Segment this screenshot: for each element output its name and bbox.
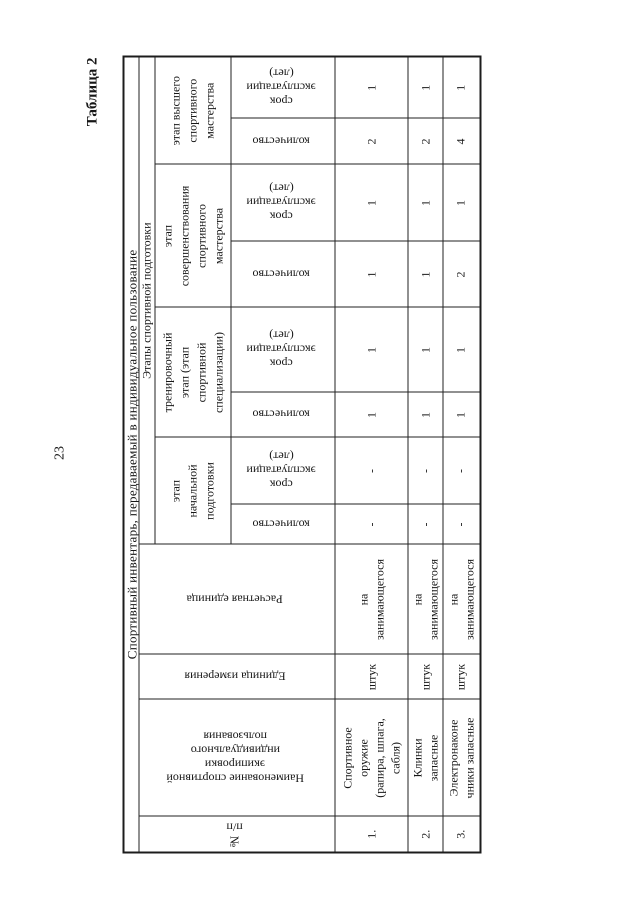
row3-measure-unit: штук: [442, 654, 480, 699]
row2-training-term: 1: [407, 307, 443, 392]
row1-equipment-name: Спортивное оружие (рапира, шпага, сабля): [334, 699, 408, 816]
header-calc-unit-label: Расчетная единица: [186, 592, 283, 606]
table-title: Спортивный инвентарь, передаваемый в инд…: [123, 55, 139, 852]
quantity-label: количество: [251, 134, 310, 148]
row1-improvement-quantity: 1: [334, 241, 408, 307]
row3-initial-term: -: [442, 437, 480, 504]
row2-improvement-quantity: 1: [407, 241, 443, 307]
row3-training-quantity: 1: [442, 392, 480, 437]
page-number: 23: [52, 445, 67, 460]
row2-measure-unit: штук: [407, 654, 443, 699]
row2-equipment-name: Клинки запасные: [407, 699, 443, 816]
row2-number: 2.: [407, 816, 443, 852]
header-training-quantity: количество: [230, 392, 335, 437]
row3-improvement-term: 1: [442, 164, 480, 241]
header-measure-unit: Единица измерения: [138, 654, 335, 699]
row1-initial-quantity: -: [334, 504, 408, 544]
row3-number: 3.: [442, 816, 480, 852]
header-equipment-name-label: Наименование спортивной экипировки индив…: [165, 729, 304, 786]
header-improvement-term: срок эксплуатации (лет): [230, 164, 335, 241]
header-highest-term: срок эксплуатации (лет): [230, 55, 335, 118]
header-row-number: № п/п: [138, 816, 335, 852]
header-measure-unit-label: Единица измерения: [183, 669, 286, 684]
row1-improvement-term: 1: [334, 164, 408, 241]
row3-highest-quantity: 4: [442, 118, 480, 164]
row3-calc-unit: на занимающегося: [442, 544, 480, 654]
row3-training-term: 1: [442, 307, 480, 392]
row1-training-quantity: 1: [334, 392, 408, 437]
header-improvement-quantity: количество: [230, 241, 335, 307]
row2-initial-quantity: -: [407, 504, 443, 544]
term-label: срок эксплуатации (лет): [245, 449, 316, 492]
header-stage-training: тренировочный этап (этап спортивной спец…: [154, 307, 231, 437]
header-stage-improvement: этап совершенствования спортивного масте…: [154, 164, 231, 307]
term-label: срок эксплуатации (лет): [245, 328, 316, 371]
row2-initial-term: -: [407, 437, 443, 504]
row1-calc-unit: на занимающегося: [334, 544, 408, 654]
row2-calc-unit: на занимающегося: [407, 544, 443, 654]
row1-number: 1.: [334, 816, 408, 852]
term-label: срок эксплуатации (лет): [245, 181, 316, 224]
term-label: срок эксплуатации (лет): [245, 66, 316, 109]
row2-highest-quantity: 2: [407, 118, 443, 164]
header-initial-term: срок эксплуатации (лет): [230, 437, 335, 504]
header-stage-initial: этап начальной подготовки: [154, 437, 231, 544]
row3-improvement-quantity: 2: [442, 241, 480, 307]
header-highest-quantity: количество: [230, 118, 335, 164]
quantity-label: количество: [251, 517, 310, 531]
header-initial-quantity: количество: [230, 504, 335, 544]
row1-highest-term: 1: [334, 55, 408, 118]
header-calc-unit: Расчетная единица: [138, 544, 335, 654]
row2-improvement-term: 1: [407, 164, 443, 241]
row1-initial-term: -: [334, 437, 408, 504]
row1-highest-quantity: 2: [334, 118, 408, 164]
row2-highest-term: 1: [407, 55, 443, 118]
row1-measure-unit: штук: [334, 654, 408, 699]
table-row: 2. Клинки запасные штук на занимающегося…: [407, 55, 443, 852]
quantity-label: количество: [251, 267, 310, 281]
header-training-term: срок эксплуатации (лет): [230, 307, 335, 392]
row3-equipment-name: Электронаконе чники запасные: [442, 699, 480, 816]
row3-initial-quantity: -: [442, 504, 480, 544]
table-row: 3. Электронаконе чники запасные штук на …: [442, 55, 480, 852]
row2-training-quantity: 1: [407, 392, 443, 437]
header-stage-highest: этап высшего спортивного мастерства: [154, 55, 231, 164]
row1-training-term: 1: [334, 307, 408, 392]
row3-highest-term: 1: [442, 55, 480, 118]
quantity-label: количество: [251, 407, 310, 422]
table-caption: Таблица 2: [84, 57, 100, 126]
sports-inventory-table: Спортивный инвентарь, передаваемый в инд…: [122, 54, 481, 853]
header-stages-group: Этапы спортивной подготовки: [138, 55, 155, 544]
table-row: 1. Спортивное оружие (рапира, шпага, саб…: [334, 55, 408, 852]
header-equipment-name: Наименование спортивной экипировки индив…: [138, 699, 335, 816]
header-row-number-label: № п/п: [226, 819, 243, 848]
